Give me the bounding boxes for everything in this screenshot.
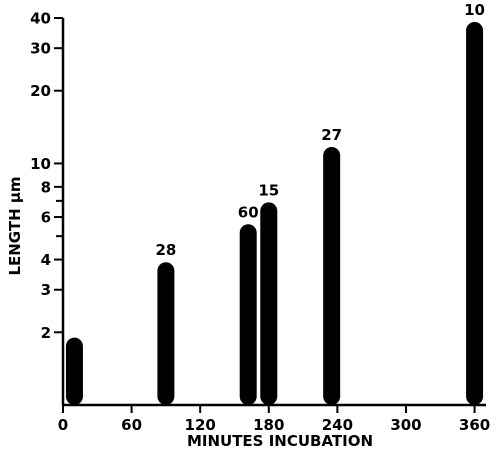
y-tick-label: 2 <box>41 324 51 342</box>
bar-count-label: 28 <box>155 241 176 259</box>
x-axis-label: MINUTES INCUBATION <box>187 432 373 450</box>
y-tick-label: 6 <box>41 209 51 227</box>
bar <box>157 262 175 405</box>
y-tick-label: 10 <box>30 155 51 173</box>
bar-count-label: 10 <box>464 1 485 19</box>
x-tick-label: 60 <box>121 416 142 434</box>
bar <box>466 22 484 405</box>
y-axis-label: LENGTH µm <box>6 176 24 275</box>
bar <box>239 224 257 405</box>
y-tick-label: 20 <box>30 82 51 100</box>
bar <box>65 337 83 405</box>
bars <box>65 22 484 405</box>
x-tick-label: 360 <box>459 416 490 434</box>
x-tick-label: 240 <box>322 416 353 434</box>
labels: 28 60 15 27 10 <box>155 1 485 259</box>
bar-count-label: 27 <box>321 126 342 144</box>
y-tick-label: 30 <box>30 40 51 58</box>
bar <box>260 202 278 405</box>
y-tick-label: 40 <box>30 10 51 28</box>
x-tick-label: 120 <box>185 416 216 434</box>
bar-count-label: 60 <box>238 203 259 221</box>
y-tick-label: 3 <box>41 281 51 299</box>
y-tick-label: 8 <box>41 178 51 196</box>
x-tick-label: 0 <box>58 416 68 434</box>
x-tick-label: 180 <box>253 416 284 434</box>
axes: 2 3 4 6 8 10 20 30 40 0 60 120 180 240 300 360 <box>30 10 490 435</box>
bar <box>323 146 341 405</box>
x-tick-label: 300 <box>390 416 421 434</box>
bar-count-label: 15 <box>258 181 279 199</box>
y-tick-label: 4 <box>41 251 51 269</box>
